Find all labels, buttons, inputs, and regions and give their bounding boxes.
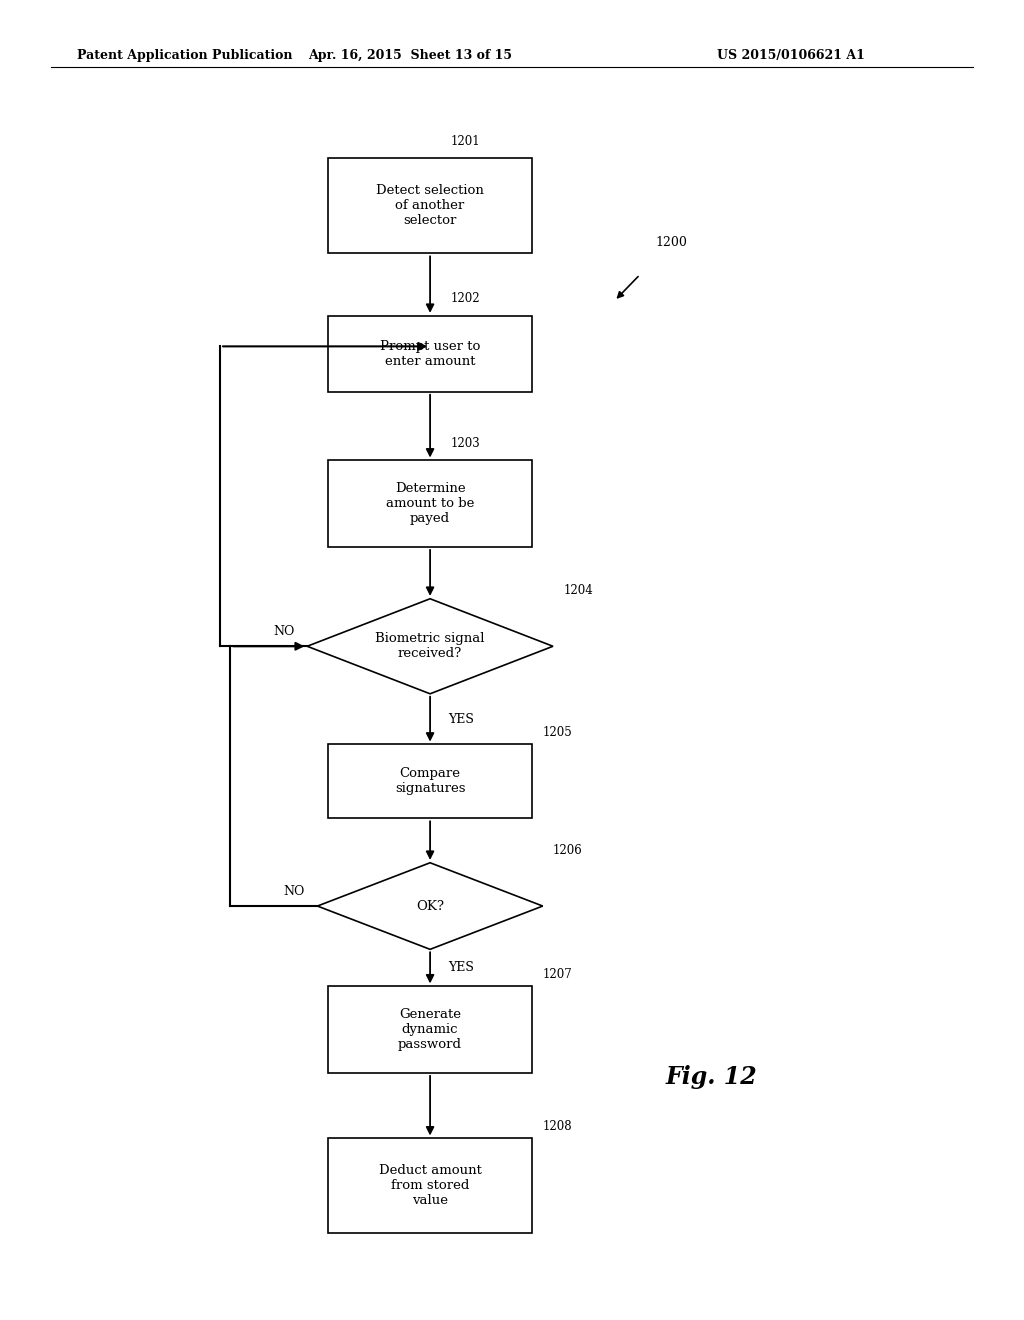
Text: NO: NO [284, 884, 305, 898]
Text: 1208: 1208 [543, 1121, 572, 1133]
FancyBboxPatch shape [328, 158, 532, 253]
Text: Detect selection
of another
selector: Detect selection of another selector [376, 185, 484, 227]
Text: 1202: 1202 [451, 292, 480, 305]
Text: Deduct amount
from stored
value: Deduct amount from stored value [379, 1164, 481, 1208]
Text: Patent Application Publication: Patent Application Publication [77, 49, 292, 62]
Text: 1206: 1206 [553, 845, 583, 858]
Text: 1200: 1200 [655, 236, 687, 249]
Text: Biometric signal
received?: Biometric signal received? [376, 632, 484, 660]
FancyBboxPatch shape [328, 461, 532, 546]
Text: 1204: 1204 [563, 583, 593, 597]
Text: Determine
amount to be
payed: Determine amount to be payed [386, 482, 474, 525]
Polygon shape [307, 599, 553, 694]
Text: OK?: OK? [416, 899, 444, 912]
FancyBboxPatch shape [328, 744, 532, 818]
FancyBboxPatch shape [328, 315, 532, 392]
Text: Generate
dynamic
password: Generate dynamic password [398, 1008, 462, 1051]
Text: US 2015/0106621 A1: US 2015/0106621 A1 [717, 49, 864, 62]
Text: 1203: 1203 [451, 437, 480, 450]
Text: YES: YES [449, 713, 474, 726]
FancyBboxPatch shape [328, 1138, 532, 1233]
Text: Compare
signatures: Compare signatures [395, 767, 465, 796]
Text: Fig. 12: Fig. 12 [666, 1065, 758, 1089]
Text: 1207: 1207 [543, 968, 572, 981]
FancyBboxPatch shape [328, 986, 532, 1073]
Text: Prompt user to
enter amount: Prompt user to enter amount [380, 339, 480, 368]
Text: Apr. 16, 2015  Sheet 13 of 15: Apr. 16, 2015 Sheet 13 of 15 [307, 49, 512, 62]
Polygon shape [317, 863, 543, 949]
Text: 1201: 1201 [451, 135, 480, 148]
Text: YES: YES [449, 961, 474, 974]
Text: NO: NO [273, 624, 295, 638]
Text: 1205: 1205 [543, 726, 572, 739]
